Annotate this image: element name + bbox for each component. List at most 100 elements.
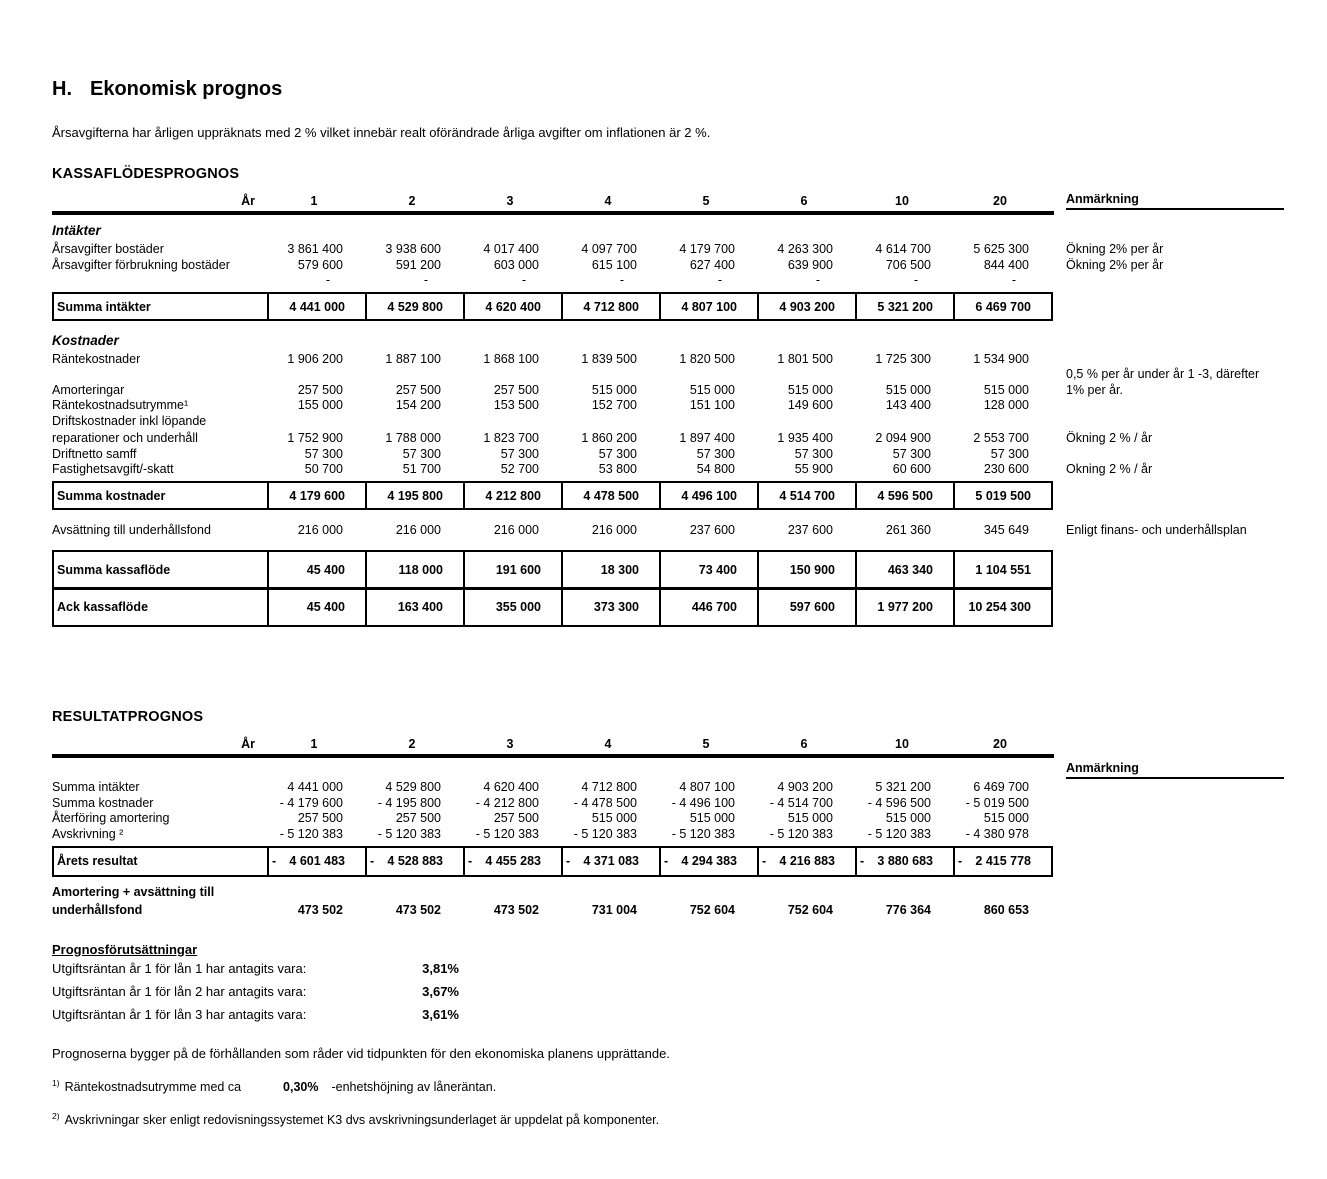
row-label: Driftskostnader inkl löpande	[52, 413, 207, 428]
cell-value: - 4 380 978	[965, 826, 1029, 841]
table-row: Amortering + avsättning till	[52, 885, 1327, 901]
row-label: Avsättning till underhållsfond	[52, 522, 211, 537]
cell-value: 237 600	[689, 522, 735, 537]
cell-value: 2 094 900	[875, 431, 931, 446]
cell-value: 10 254 300	[953, 589, 1051, 625]
cashflow-heading: KASSAFLÖDESPROGNOS	[52, 166, 240, 182]
table-row: Räntekostnadsutrymme¹ 155 000 154 200 153 5…	[52, 398, 1327, 414]
cell-value: 776 364	[885, 902, 931, 917]
table-row: Summa kostnader - 4 179 600 - 4 195 800 - 4…	[52, 795, 1327, 811]
assumptions-heading: Prognosförutsättningar	[52, 941, 198, 957]
cell-value: 1 935 400	[777, 431, 833, 446]
cell-value: 597 600	[757, 589, 855, 625]
cell-value: 844 400	[983, 257, 1029, 272]
cell-value: 237 600	[787, 522, 833, 537]
cell-value: 473 502	[297, 902, 343, 917]
cell-value: 152 700	[591, 398, 637, 413]
table-row: Summa intäkter 4 441 000 4 529 800 4 620 40…	[52, 780, 1327, 796]
row-label: Ack kassaflöde	[57, 600, 149, 614]
cell-value: -2 415 778	[953, 847, 1051, 875]
row-label: Driftnetto samff	[52, 446, 137, 461]
cell-value: -	[521, 273, 526, 288]
cell-value: 1 534 900	[973, 351, 1029, 366]
cell-value: -4 371 083	[561, 847, 659, 875]
annotation: Okning 2 % / år	[1066, 462, 1153, 477]
row-label: Amorteringar	[52, 382, 125, 397]
cell-value: 345 649	[983, 522, 1029, 537]
cell-value: 515 000	[787, 382, 833, 397]
cell-value: 4 903 200	[757, 294, 855, 319]
cell-value: 153 500	[493, 398, 539, 413]
year-column-10: 10	[895, 193, 909, 208]
minus-sign: -	[664, 854, 669, 868]
cell-value: 4 614 700	[875, 242, 931, 257]
cell-value: 155 000	[297, 398, 343, 413]
table-row: Driftnetto samff 57 300 57 300 57 300 57 300…	[52, 446, 1327, 462]
footnote-marker: 1)	[52, 1077, 60, 1088]
cell-value: 591 200	[395, 257, 441, 272]
cell-value: - 5 019 500	[965, 795, 1029, 810]
cell-value: 150 900	[757, 551, 855, 588]
cell-value: 57 300	[990, 446, 1029, 461]
table-row: Årsavgifter förbrukning bostäder 579 600 5…	[52, 257, 1327, 273]
cell-value: 6 469 700	[953, 294, 1051, 319]
year-column-3: 3	[506, 193, 514, 208]
row-label: Avskrivning ²	[52, 826, 124, 841]
cell-value: 57 300	[892, 446, 931, 461]
cell-value: 149 600	[787, 398, 833, 413]
row-label: Summa kostnader	[52, 795, 154, 810]
cell-value: 1 820 500	[679, 351, 735, 366]
cell-value: 1 897 400	[679, 431, 735, 446]
row-label: Årsavgifter förbrukning bostäder	[52, 257, 230, 272]
year-axis-label: År	[241, 193, 255, 208]
cell-number: 4 294 383	[681, 854, 737, 868]
cell-value: -3 880 683	[855, 847, 953, 875]
cell-value: 4 179 600	[267, 483, 365, 508]
cell-value: 57 300	[402, 446, 441, 461]
cell-value: 515 000	[885, 811, 931, 826]
cell-value: 5 019 500	[953, 483, 1051, 508]
table-row: Avsättning till underhållsfond 216 000 216…	[52, 522, 1327, 538]
cell-value: 752 604	[787, 902, 833, 917]
row-label: Summa intäkter	[52, 780, 140, 795]
cell-value: 639 900	[787, 257, 833, 272]
cell-number: 4 528 883	[387, 854, 443, 868]
result-table: Anmärkning Summa intäkter 4 441 000 4 529 8…	[52, 760, 1327, 918]
cell-value: 355 000	[463, 589, 561, 625]
cell-value: 216 000	[493, 522, 539, 537]
cell-value: 1 823 700	[483, 431, 539, 446]
year-column-5: 5	[702, 736, 710, 751]
cell-value: 57 300	[598, 446, 637, 461]
cell-value: 2 553 700	[973, 431, 1029, 446]
annotation: Ökning 2% per år	[1066, 242, 1164, 257]
cell-value: 515 000	[983, 382, 1029, 397]
cell-value: 373 300	[561, 589, 659, 625]
cell-value: 627 400	[689, 257, 735, 272]
row-label: underhållsfond	[52, 902, 143, 917]
cashflow-table: Intäkter Årsavgifter bostäder 3 861 400 3 9…	[52, 220, 1327, 627]
cell-value: 4 017 400	[483, 242, 539, 257]
cell-value: - 4 212 800	[475, 795, 539, 810]
row-label: Fastighetsavgift/-skatt	[52, 462, 174, 477]
cell-value: -	[717, 273, 722, 288]
cell-value: 216 000	[297, 522, 343, 537]
minus-sign: -	[958, 854, 963, 868]
cell-value: - 5 120 383	[867, 826, 931, 841]
cell-value: 5 321 200	[875, 780, 931, 795]
table-row: Räntekostnader 1 906 200 1 887 100 1 868 10…	[52, 351, 1327, 367]
anmarkning-header: Anmärkning	[1066, 192, 1284, 210]
cell-value: - 4 478 500	[573, 795, 637, 810]
intro-paragraph: Årsavgifterna har årligen uppräknats med…	[52, 125, 711, 140]
cell-value: -4 216 883	[757, 847, 855, 875]
cell-value: 1 977 200	[855, 589, 953, 625]
assumption-value: 3,67%	[422, 983, 459, 999]
table-row: Återföring amortering 257 500 257 500 257 5…	[52, 811, 1327, 827]
result-heading: RESULTATPROGNOS	[52, 709, 204, 725]
sum-box: Summa intäkter 4 441 000 4 529 800 4 620 40…	[52, 292, 1053, 321]
minus-sign: -	[468, 854, 473, 868]
title-prefix: H.	[52, 78, 72, 100]
cell-value: 4 195 800	[365, 483, 463, 508]
cell-value: 57 300	[304, 446, 343, 461]
assumption-row: Utgiftsräntan år 1 för lån 2 har antagit…	[52, 980, 1327, 1003]
section-spacer	[52, 627, 1327, 683]
